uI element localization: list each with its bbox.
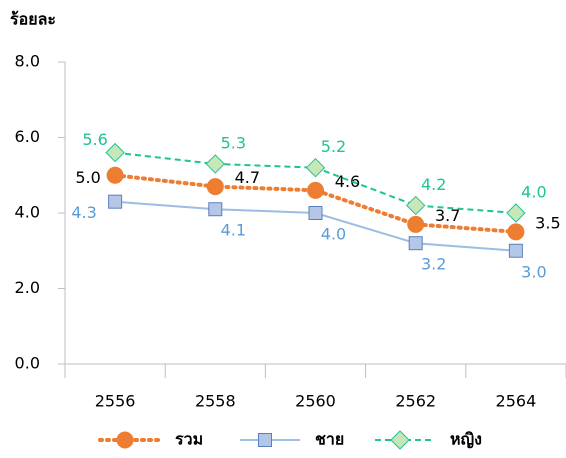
point (507, 223, 525, 241)
point (405, 195, 426, 216)
data-label: 4.3 (71, 203, 96, 222)
data-label: 4.1 (221, 221, 246, 240)
point (506, 203, 526, 223)
data-label: 4.7 (235, 168, 260, 187)
data-label: 4.0 (521, 183, 546, 202)
y-tick-label: 4.0 (15, 203, 40, 222)
y-tick-label: 6.0 (15, 127, 40, 146)
point (205, 154, 226, 174)
legend-label: ชาย (315, 430, 344, 449)
data-label: 3.5 (535, 213, 560, 232)
y-tick-label: 0.0 (15, 354, 40, 373)
y-axis-label: ร้อยละ (10, 10, 56, 29)
y-tick-label: 8.0 (15, 52, 40, 71)
x-tick-label: 2560 (295, 392, 336, 411)
data-label: 3.0 (521, 262, 546, 281)
point (307, 181, 324, 199)
point (206, 178, 224, 196)
legend-marker (258, 433, 272, 447)
legend-label: หญิง (450, 430, 482, 450)
point (308, 206, 323, 220)
x-tick-label: 2558 (195, 392, 236, 411)
x-tick-label: 2564 (496, 392, 537, 411)
y-tick-label: 2.0 (15, 278, 40, 297)
x-tick-label: 2556 (95, 392, 136, 411)
point (407, 215, 425, 233)
point (106, 166, 124, 184)
point (508, 243, 523, 258)
data-label: 4.2 (421, 175, 446, 194)
data-label: 3.7 (435, 206, 460, 225)
data-label: 4.6 (335, 172, 360, 191)
data-label: 4.0 (321, 225, 346, 244)
x-tick-label: 2562 (395, 392, 436, 411)
data-label: 5.0 (75, 168, 100, 187)
data-label: 3.2 (421, 255, 446, 274)
data-label: 5.3 (221, 133, 246, 152)
point (408, 236, 423, 251)
legend-marker (390, 430, 410, 450)
legend-marker (116, 431, 134, 449)
point (305, 157, 326, 178)
point (208, 202, 223, 217)
legend-label: รวม (175, 430, 203, 449)
data-label: 5.2 (321, 137, 346, 156)
data-label: 5.6 (82, 130, 107, 149)
point (108, 194, 123, 209)
point (105, 142, 125, 163)
